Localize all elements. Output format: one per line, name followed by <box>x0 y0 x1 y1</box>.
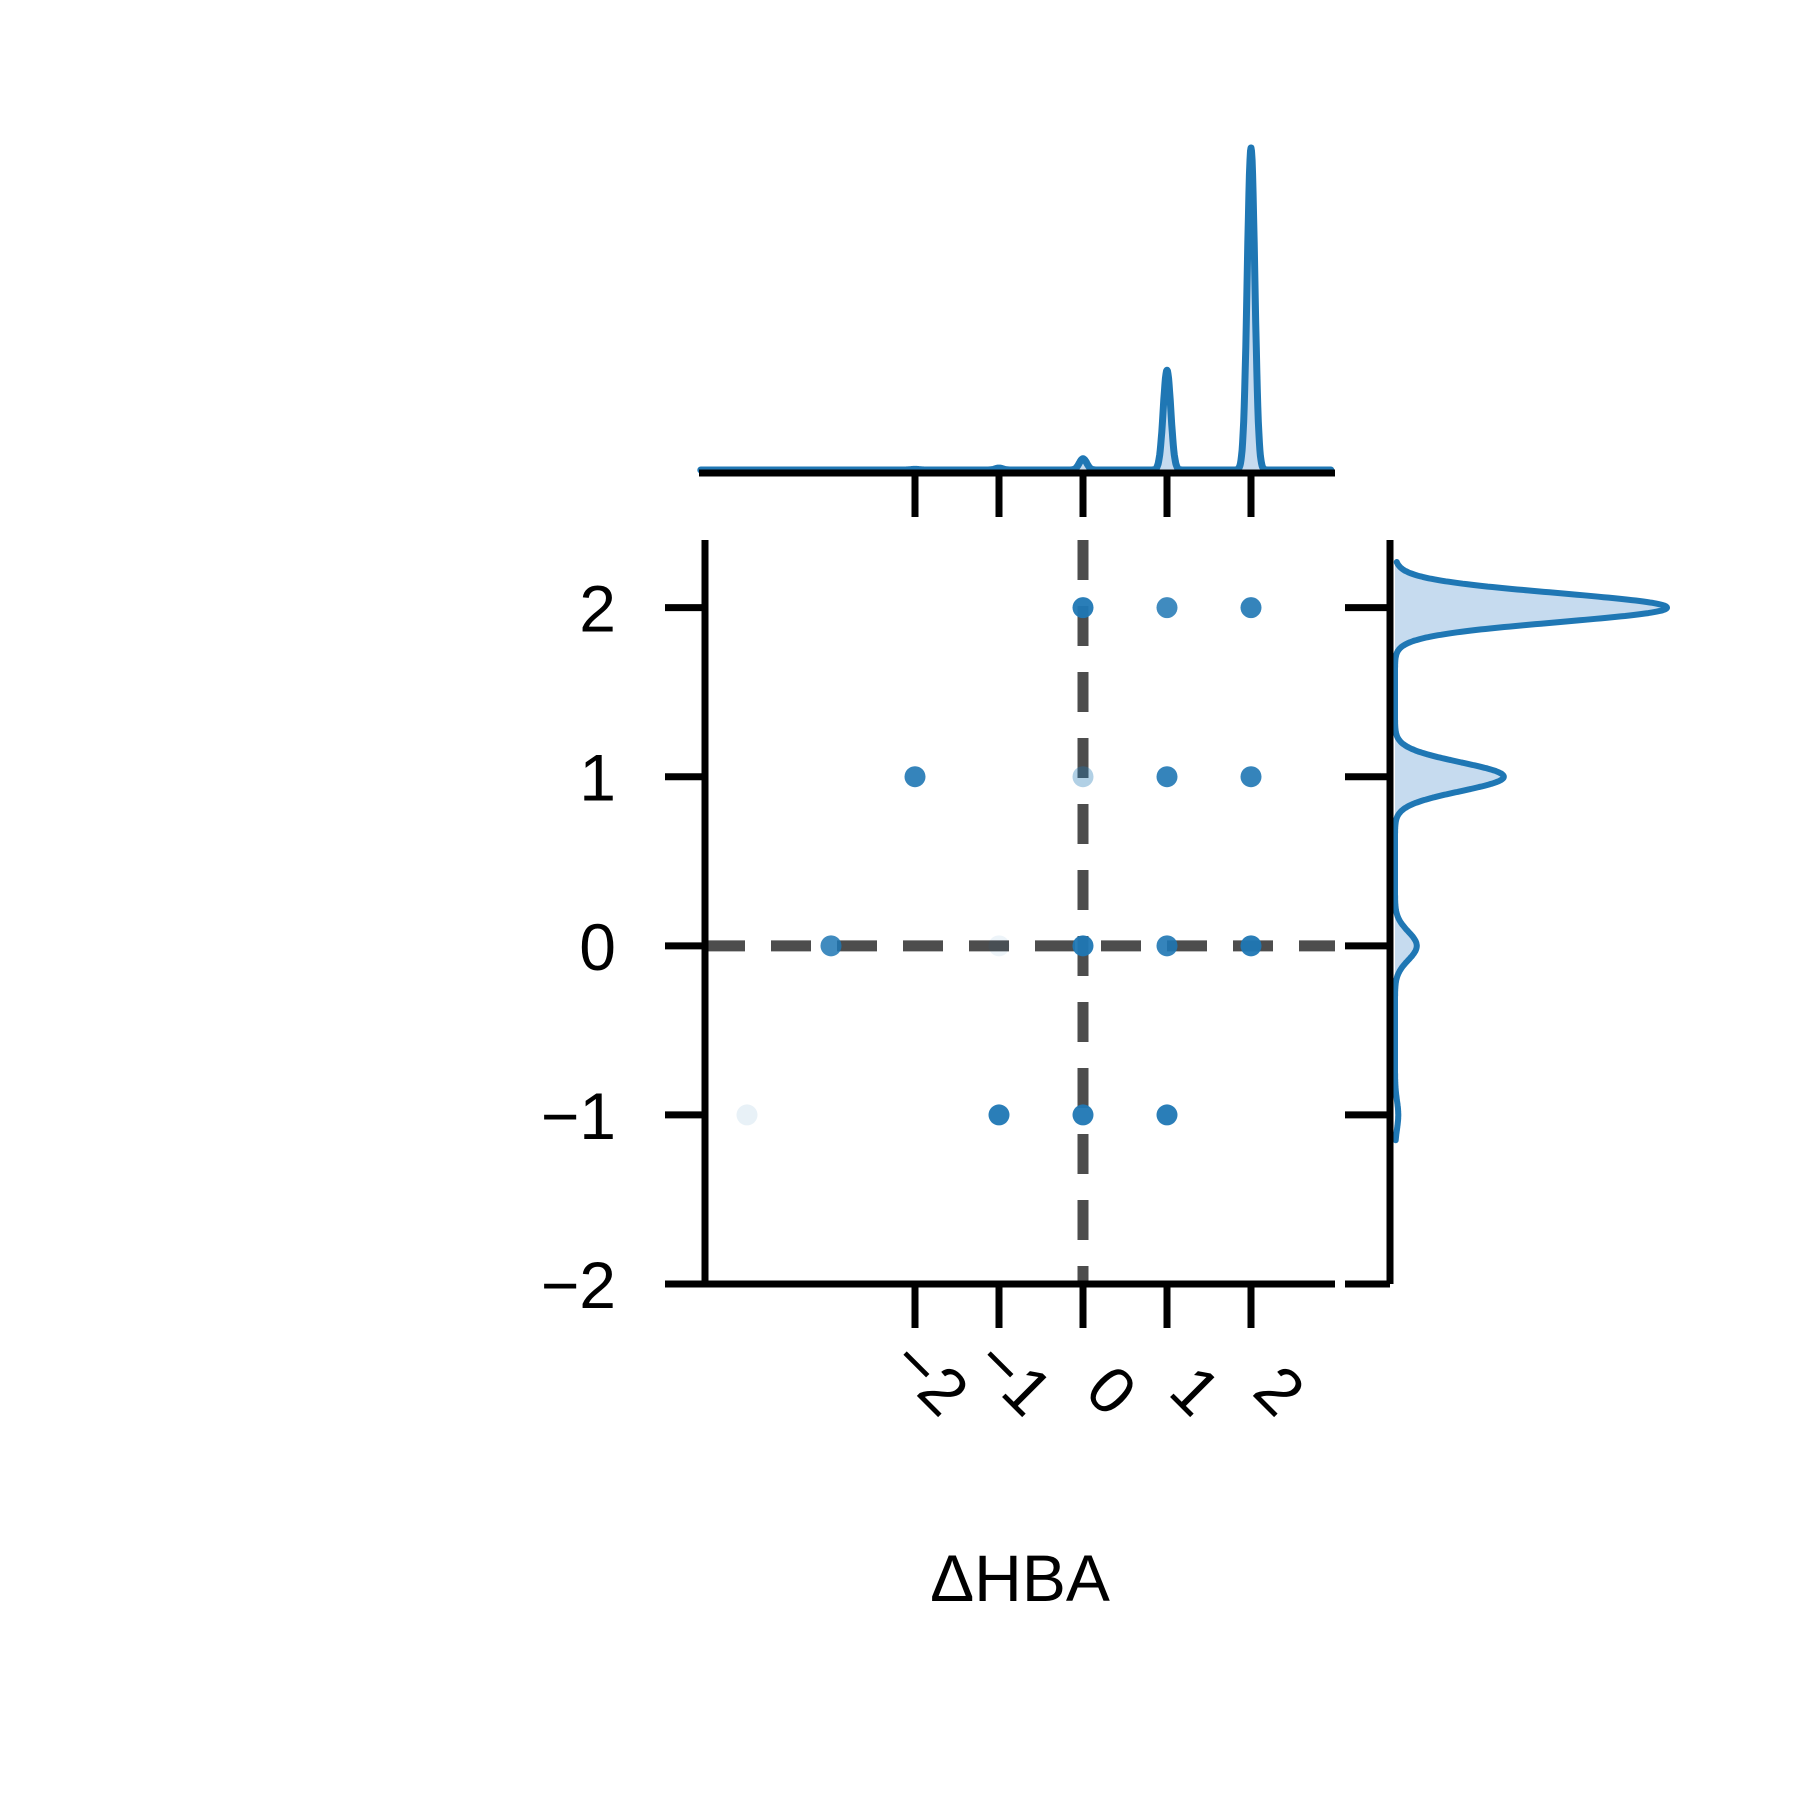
x-tick-label: 0 <box>1073 1351 1151 1429</box>
y-tick-label: −1 <box>541 1079 616 1153</box>
axes <box>665 469 1394 1328</box>
y-tick-label: 0 <box>579 910 616 984</box>
marginal-x-fill <box>700 148 1331 470</box>
marginal-y-line <box>1392 559 1670 1144</box>
y-tick-label: −2 <box>541 1248 616 1322</box>
data-point <box>988 935 1010 957</box>
y-tick-label: 1 <box>579 741 616 815</box>
marginal-y-kde <box>1392 559 1670 1144</box>
y-tick-label: 2 <box>579 572 616 646</box>
x-tick-label: −1 <box>961 1324 1067 1430</box>
marginal-x-line <box>697 144 1335 474</box>
data-point <box>1072 766 1094 788</box>
data-point <box>1240 597 1262 619</box>
data-point <box>1240 935 1262 957</box>
data-point <box>1240 766 1262 788</box>
data-point <box>1072 935 1094 957</box>
marginal-x-kde <box>697 144 1335 474</box>
data-point <box>1156 766 1178 788</box>
x-tick-label: 2 <box>1241 1351 1319 1429</box>
data-point <box>820 935 842 957</box>
reference-lines <box>705 540 1335 1284</box>
data-point <box>1072 1104 1094 1126</box>
data-point <box>1156 597 1178 619</box>
x-axis-label: ΔHBA <box>930 1541 1110 1615</box>
data-point <box>1156 1104 1178 1126</box>
data-point <box>1072 597 1094 619</box>
scatter-points <box>736 597 1262 1126</box>
data-point <box>904 766 926 788</box>
x-tick-label: 1 <box>1157 1351 1235 1429</box>
data-point <box>1156 935 1178 957</box>
marginal-y-fill <box>1395 562 1667 1141</box>
data-point <box>736 1104 758 1126</box>
data-point <box>988 1104 1010 1126</box>
